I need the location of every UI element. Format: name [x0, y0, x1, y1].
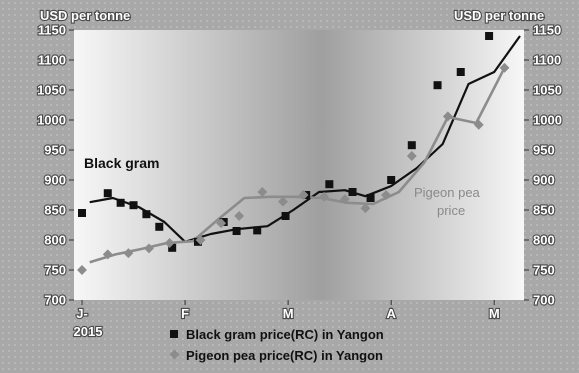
data-point-black-gram [325, 180, 334, 189]
y-tick-label-left: 1150 [38, 23, 66, 38]
x-tick-label: A [386, 306, 396, 321]
y-tick-label-left: 1050 [37, 83, 66, 98]
data-point-black-gram [366, 194, 375, 202]
y-tick-label-right: 700 [533, 293, 555, 308]
series-label-pigeon-pea-line2: price [437, 203, 465, 218]
data-point-black-gram [155, 222, 164, 231]
data-point-black-gram [456, 68, 465, 76]
data-point-pigeon-pea [298, 190, 309, 200]
data-point-black-gram [485, 32, 494, 40]
y-axis-right-unit: USD per tonne [454, 8, 544, 23]
data-point-black-gram [103, 189, 112, 198]
y-tick-label-right: 800 [533, 233, 555, 248]
y-tick-label-left: 1000 [37, 113, 66, 128]
data-point-pigeon-pea [195, 235, 206, 245]
y-tick-label-left: 700 [44, 293, 66, 308]
y-tick-label-left: 850 [44, 203, 66, 218]
data-point-pigeon-pea [406, 151, 417, 161]
data-point-black-gram [387, 176, 396, 184]
x-axis: J- 2015 F M A M [72, 300, 501, 340]
series-label-black-gram: Black gram [84, 155, 159, 171]
legend-label-black-gram: Black gram price(RC) in Yangon [186, 327, 384, 342]
data-point-pigeon-pea [319, 191, 330, 202]
legend-marker-pigeon-pea [169, 349, 180, 360]
data-point-pigeon-pea [234, 211, 245, 221]
y-axis-right: 700 750 800 850 900 950 1000 1050 1100 1150 [524, 21, 563, 309]
data-point-pigeon-pea [360, 203, 371, 214]
data-point-pigeon-pea [123, 248, 134, 259]
data-point-black-gram [116, 198, 125, 207]
y-tick-label-right: 1000 [533, 113, 562, 128]
y-tick-label-right: 750 [533, 263, 555, 278]
data-point-pigeon-pea [339, 194, 350, 205]
data-point-pigeon-pea [216, 218, 227, 229]
y-tick-label-right: 1150 [533, 23, 561, 38]
data-point-black-gram [232, 227, 241, 235]
legend-marker-black-gram [170, 330, 178, 338]
y-axis-left: 700 750 800 850 900 950 1000 1050 1100 1150 [36, 21, 74, 309]
legend-label-pigeon-pea: Pigeon pea price(RC) in Yangon [186, 348, 383, 363]
y-axis-left-unit: USD per tonne [40, 8, 130, 23]
y-tick-label-left: 1100 [38, 53, 66, 68]
y-tick-label-left: 800 [44, 233, 66, 248]
data-point-pigeon-pea [473, 119, 484, 130]
data-point-black-gram [348, 188, 357, 196]
y-tick-label-left: 900 [44, 173, 66, 188]
x-tick-label: F [181, 306, 189, 321]
series-line-pigeon-pea [89, 67, 506, 264]
y-tick-label-left: 950 [44, 143, 66, 158]
data-point-black-gram [407, 141, 416, 150]
x-tick-sublabel: 2015 [74, 324, 103, 339]
y-tick-label-right: 1050 [533, 83, 562, 98]
series-label-pigeon-pea-line1: Pigeon pea [414, 185, 481, 200]
plot-area [74, 30, 524, 300]
data-point-black-gram [281, 212, 290, 220]
y-tick-label-right: 900 [533, 173, 555, 188]
data-point-black-gram [129, 201, 138, 210]
data-point-pigeon-pea [164, 238, 175, 248]
y-tick-label-right: 950 [533, 143, 555, 158]
legend: Black gram price(RC) in Yangon Pigeon pe… [169, 327, 384, 363]
data-point-black-gram [168, 243, 177, 252]
data-point-black-gram [253, 226, 262, 235]
data-point-pigeon-pea [381, 190, 391, 200]
data-point-pigeon-pea [257, 187, 268, 197]
data-point-black-gram [433, 81, 442, 90]
x-tick-label: M [489, 306, 500, 321]
data-point-black-gram [142, 210, 151, 219]
x-tick-label: J- [76, 306, 88, 321]
series-line-black-gram [89, 35, 521, 243]
data-point-black-gram [78, 209, 86, 217]
y-tick-label-left: 750 [44, 263, 66, 278]
x-tick-label: M [283, 306, 294, 321]
y-tick-label-right: 850 [533, 203, 555, 218]
y-tick-label-right: 1100 [533, 53, 561, 68]
